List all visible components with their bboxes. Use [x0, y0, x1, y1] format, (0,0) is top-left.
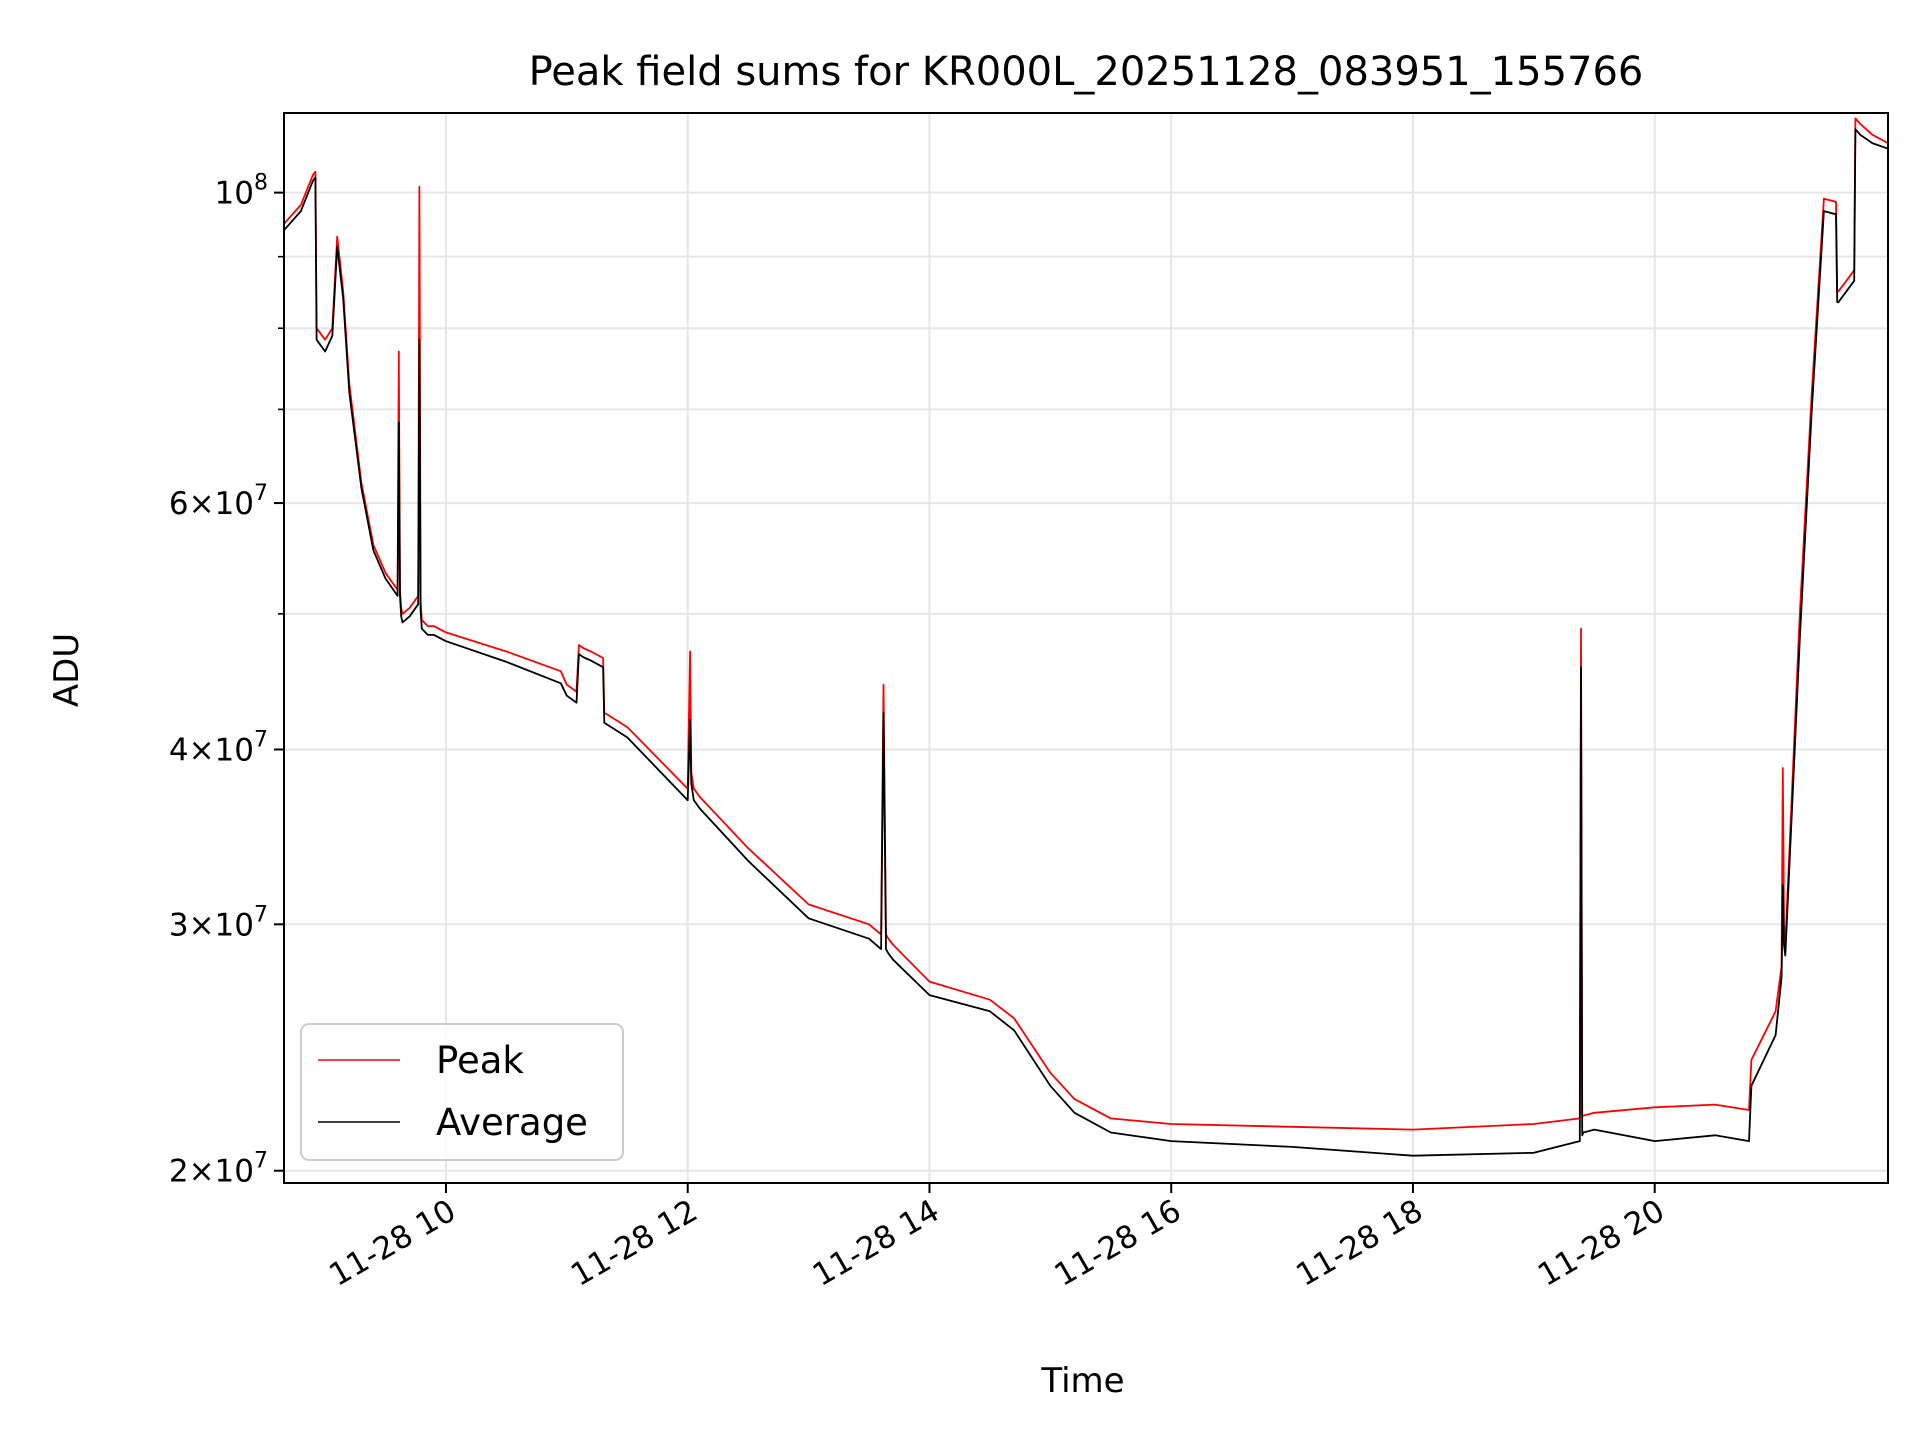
y-tick-base: 10 [215, 176, 254, 212]
y-tick-times: ×10 [189, 732, 254, 768]
y-tick-exponent: 7 [254, 481, 268, 506]
x-axis-label: Time [1040, 1361, 1124, 1401]
y-tick-times: ×10 [189, 1154, 254, 1190]
x-tick-label: 11-28 14 [807, 1193, 946, 1294]
y-axis-label: ADU [47, 633, 87, 707]
y-tick-label: 4×107 [169, 727, 268, 768]
series-line-peak [284, 117, 1888, 1131]
y-tick-exponent: 7 [254, 902, 268, 927]
x-tick-label: 11-28 10 [323, 1193, 462, 1294]
x-tick-label: 11-28 12 [565, 1193, 704, 1294]
x-tick-label: 11-28 18 [1290, 1193, 1429, 1294]
y-tick-label: 3×107 [169, 902, 268, 943]
y-tick-mantissa: 3 [169, 907, 189, 943]
y-tick-mantissa: 4 [169, 732, 189, 768]
y-tick-times: ×10 [189, 907, 254, 943]
series-group [284, 117, 1888, 1157]
y-tick-mantissa: 2 [169, 1154, 189, 1190]
grid [284, 113, 1888, 1183]
y-tick-label: 6×107 [169, 481, 268, 522]
y-tick-exponent: 7 [254, 1149, 268, 1174]
chart-title: Peak field sums for KR000L_20251128_0839… [529, 49, 1644, 95]
legend-label-average: Average [436, 1101, 588, 1144]
legend-box [300, 1023, 624, 1161]
legend-label-peak: Peak [436, 1039, 524, 1082]
y-tick-label: 108 [215, 171, 268, 212]
y-tick-exponent: 8 [254, 171, 268, 196]
y-tick-times: ×10 [189, 486, 254, 522]
legend: Peak Average [300, 1023, 624, 1161]
y-tick-label: 2×107 [169, 1149, 268, 1190]
x-tick-label: 11-28 16 [1049, 1193, 1188, 1294]
y-tick-exponent: 7 [254, 727, 268, 752]
plot-frame [283, 112, 1889, 1184]
series-line-average [284, 128, 1888, 1157]
x-tick-label: 11-28 20 [1532, 1193, 1671, 1294]
y-tick-mantissa: 6 [169, 486, 189, 522]
